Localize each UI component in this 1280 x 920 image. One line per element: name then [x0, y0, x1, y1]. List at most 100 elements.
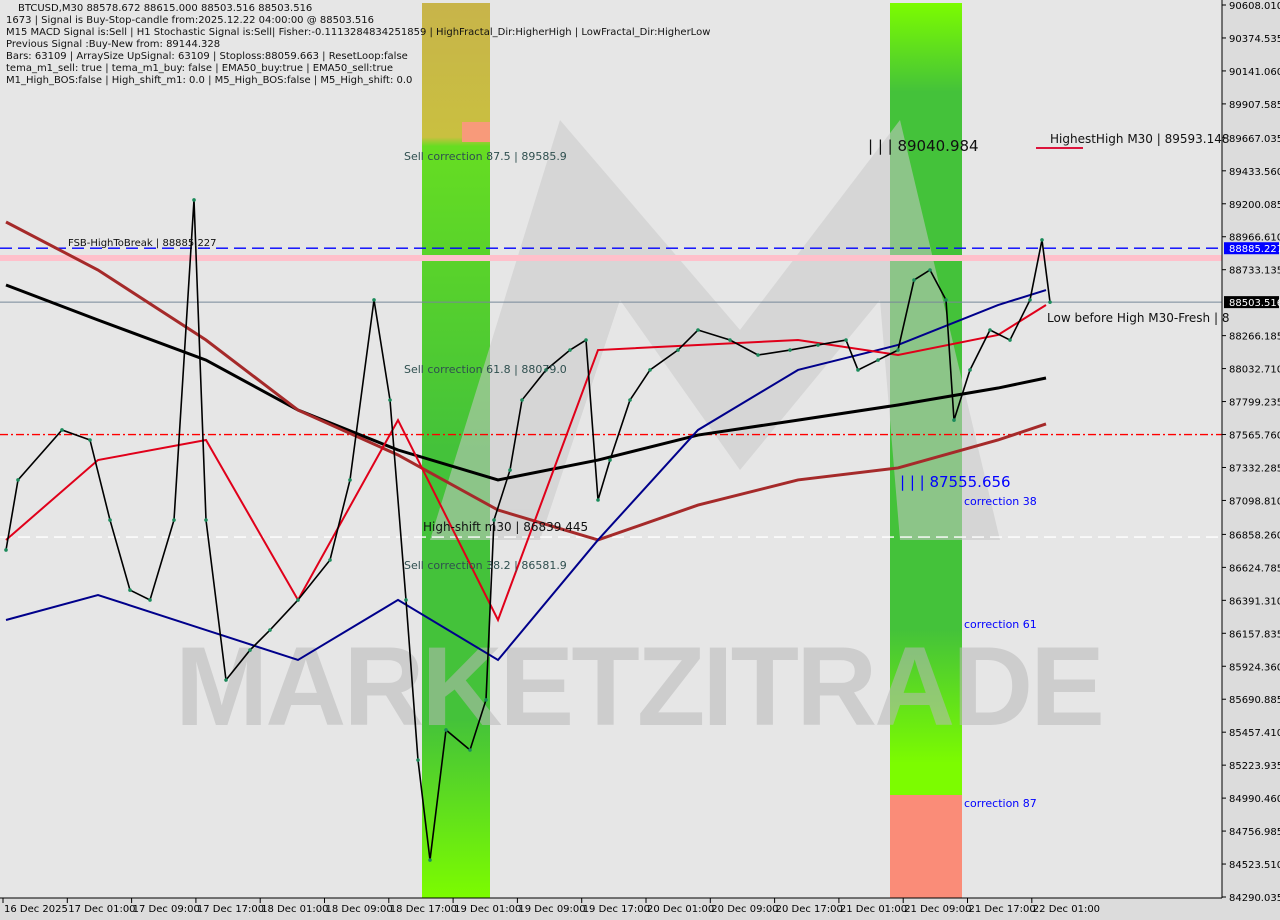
x-tick-label: 22 Dec 01:00: [1033, 904, 1100, 915]
y-tick-label: 90608.010: [1229, 1, 1280, 12]
price-point: [876, 358, 880, 362]
moving-average-line: [5, 304, 1047, 623]
price-point: [648, 368, 652, 372]
price-label-bg: [1224, 296, 1279, 309]
y-tick-label: 89433.560: [1229, 167, 1280, 178]
annotation-corr61: correction 61: [964, 618, 1037, 631]
info-line: Bars: 63109 | ArraySize UpSignal: 63109 …: [6, 51, 408, 62]
price-point: [628, 398, 632, 402]
price-point: [756, 353, 760, 357]
price-point: [4, 548, 8, 552]
price-point: [224, 678, 228, 682]
price-point: [844, 338, 848, 342]
price-point: [676, 348, 680, 352]
moving-average-line: [5, 289, 1047, 662]
y-tick-label: 87098.810: [1229, 496, 1280, 507]
y-tick-label: 84523.510: [1229, 860, 1280, 871]
indicator-info-panel: BTCUSD,M30 88578.672 88615.000 88503.516…: [6, 3, 710, 87]
annotation-high-shift: High-shift m30 | 86839.445: [423, 520, 588, 534]
info-line: 1673 | Signal is Buy-Stop-candle from:20…: [6, 15, 374, 26]
price-point: [1028, 298, 1032, 302]
price-point: [428, 858, 432, 862]
info-line: M15 MACD Signal is:Sell | H1 Stochastic …: [6, 27, 711, 38]
price-label-bg: [1224, 242, 1279, 255]
x-tick-label: 19 Dec 17:00: [583, 904, 650, 915]
y-tick-label: 87565.760: [1229, 431, 1280, 442]
y-tick-label: 86391.310: [1229, 596, 1280, 607]
x-tick-label: 20 Dec 17:00: [776, 904, 843, 915]
y-tick-label: 89667.035: [1229, 134, 1280, 145]
annotation-sell-618: Sell correction 61.8 | 88079.0: [404, 363, 567, 376]
y-tick-label: 86157.835: [1229, 629, 1280, 640]
x-tick-label: 19 Dec 01:00: [454, 904, 521, 915]
price-point: [192, 198, 196, 202]
y-tick-label: 88266.185: [1229, 332, 1280, 343]
y-tick-label: 88966.610: [1229, 233, 1280, 244]
price-point: [148, 598, 152, 602]
x-tick-label: 17 Dec 01:00: [68, 904, 135, 915]
price-point: [788, 348, 792, 352]
y-tick-label: 85223.935: [1229, 761, 1280, 772]
price-point: [696, 328, 700, 332]
annotation-sell-875: Sell correction 87.5 | 89585.9: [404, 150, 567, 163]
price-point: [508, 468, 512, 472]
moving-average-line: [5, 283, 1047, 482]
y-tick-label: 88032.710: [1229, 365, 1280, 376]
price-point: [1008, 338, 1012, 342]
y-tick-label: 88733.135: [1229, 266, 1280, 277]
price-point: [728, 338, 732, 342]
x-tick-label: 18 Dec 09:00: [326, 904, 393, 915]
price-point: [348, 478, 352, 482]
y-tick-label: 85457.410: [1229, 728, 1280, 739]
y-tick-label: 84290.035: [1229, 893, 1280, 904]
price-point: [968, 368, 972, 372]
info-line: Previous Signal :Buy-New from: 89144.328: [6, 39, 221, 50]
y-tick-label: 85690.885: [1229, 695, 1280, 706]
price-point: [88, 438, 92, 442]
price-axis-background: [1222, 0, 1280, 920]
time-axis-background: [0, 898, 1280, 920]
annotation-sell-382: Sell correction 38.2 | 86581.9: [404, 559, 567, 572]
annotation-corr38: correction 38: [964, 495, 1037, 508]
level-pink-band: [0, 255, 1222, 262]
y-tick-label: 86858.260: [1229, 530, 1280, 541]
price-point: [520, 398, 524, 402]
x-tick-label: 17 Dec 17:00: [197, 904, 264, 915]
price-point: [204, 518, 208, 522]
price-point: [896, 348, 900, 352]
price-point: [544, 368, 548, 372]
price-point: [60, 428, 64, 432]
annotation-fsb: FSB-HighToBreak | 88885.227: [68, 238, 217, 249]
zone-red-band: [890, 795, 962, 898]
symbol-ohlc: BTCUSD,M30 88578.672 88615.000 88503.516…: [18, 3, 313, 14]
y-tick-label: 89200.085: [1229, 200, 1280, 211]
y-tick-label: 89907.585: [1229, 100, 1280, 111]
price-point: [416, 758, 420, 762]
price-point: [912, 278, 916, 282]
price-point: [568, 348, 572, 352]
price-point: [388, 398, 392, 402]
price-point: [1040, 238, 1044, 242]
price-point: [1048, 300, 1052, 304]
price-point: [492, 518, 496, 522]
price-label-current: 88503.516: [1229, 298, 1280, 309]
annotation-level-high: | | | 89040.984: [868, 137, 979, 155]
x-tick-label: 21 Dec 01:00: [840, 904, 907, 915]
price-point: [16, 478, 20, 482]
price-point: [596, 498, 600, 502]
annotation-highest-high: HighestHigh M30 | 89593.148: [1050, 132, 1230, 146]
x-tick-label: 18 Dec 17:00: [390, 904, 457, 915]
price-point: [128, 588, 132, 592]
x-tick-label: 19 Dec 09:00: [518, 904, 585, 915]
price-point: [608, 458, 612, 462]
y-tick-label: 84990.460: [1229, 794, 1280, 805]
y-tick-label: 90374.535: [1229, 34, 1280, 45]
x-tick-label: 21 Dec 17:00: [969, 904, 1036, 915]
price-point: [172, 518, 176, 522]
price-point: [988, 328, 992, 332]
y-tick-label: 84756.985: [1229, 827, 1280, 838]
price-point: [444, 728, 448, 732]
y-tick-label: 85924.360: [1229, 662, 1280, 673]
price-point: [584, 338, 588, 342]
